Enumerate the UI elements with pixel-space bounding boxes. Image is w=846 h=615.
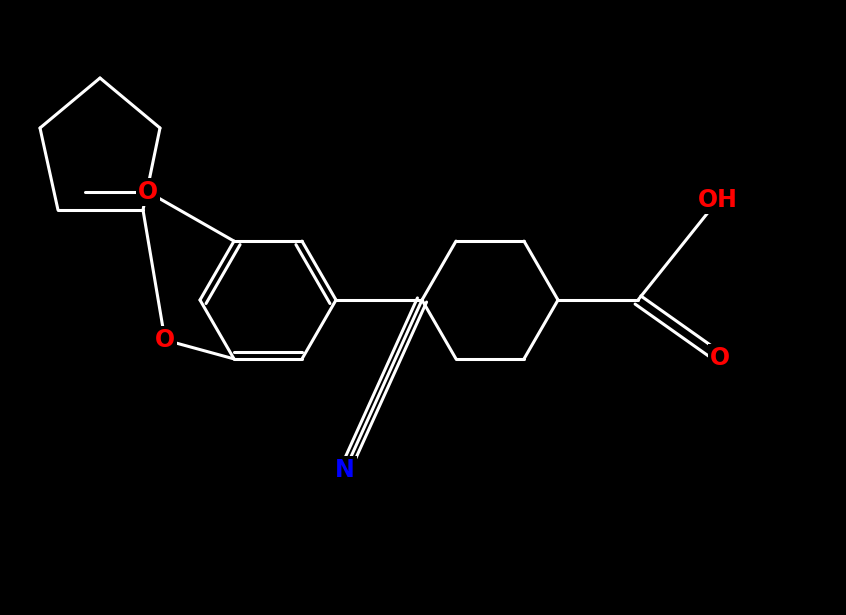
Text: O: O [138,180,158,204]
Text: N: N [335,458,354,482]
Text: O: O [710,346,730,370]
Text: O: O [155,328,175,352]
Text: OH: OH [698,188,738,212]
